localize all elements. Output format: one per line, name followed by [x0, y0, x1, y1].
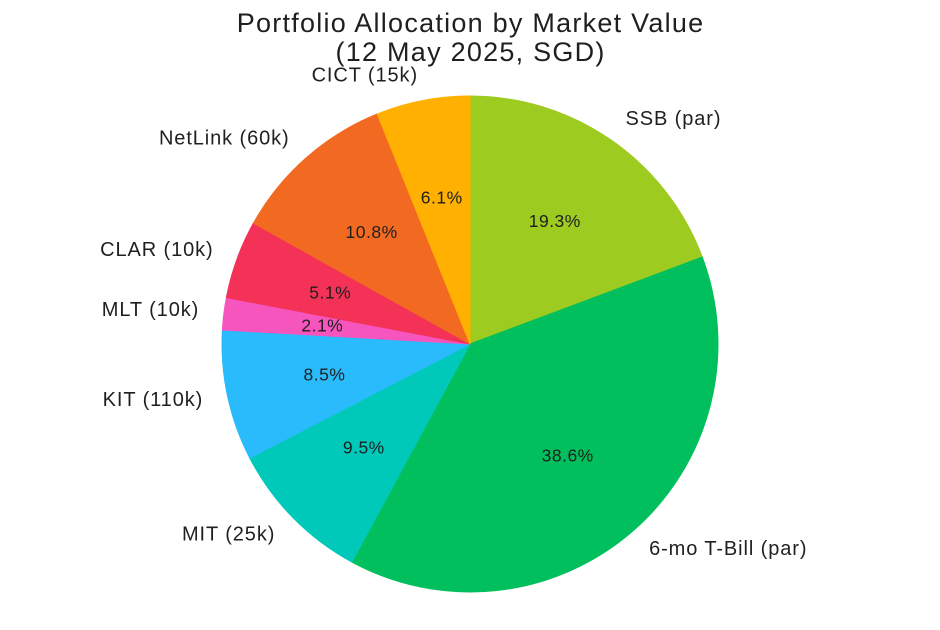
- svg-text:SSB (par): SSB (par): [626, 108, 722, 130]
- svg-text:6-mo T-Bill (par): 6-mo T-Bill (par): [649, 538, 807, 560]
- svg-text:MIT (25k): MIT (25k): [182, 523, 275, 545]
- svg-text:(12 May 2025, SGD): (12 May 2025, SGD): [336, 37, 606, 67]
- svg-text:MLT (10k): MLT (10k): [102, 299, 199, 321]
- svg-text:8.5%: 8.5%: [304, 365, 346, 385]
- svg-text:5.1%: 5.1%: [309, 283, 351, 303]
- svg-text:Portfolio Allocation by Market: Portfolio Allocation by Market Value: [237, 8, 705, 38]
- svg-text:38.6%: 38.6%: [542, 446, 594, 466]
- svg-text:KIT (110k): KIT (110k): [103, 389, 204, 411]
- svg-text:CLAR (10k): CLAR (10k): [100, 239, 213, 261]
- svg-text:9.5%: 9.5%: [343, 438, 385, 458]
- svg-text:6.1%: 6.1%: [421, 187, 463, 207]
- svg-text:19.3%: 19.3%: [529, 211, 581, 231]
- svg-text:CICT (15k): CICT (15k): [312, 64, 418, 86]
- svg-text:NetLink (60k): NetLink (60k): [159, 128, 290, 150]
- svg-text:2.1%: 2.1%: [301, 315, 343, 335]
- svg-text:10.8%: 10.8%: [346, 222, 398, 242]
